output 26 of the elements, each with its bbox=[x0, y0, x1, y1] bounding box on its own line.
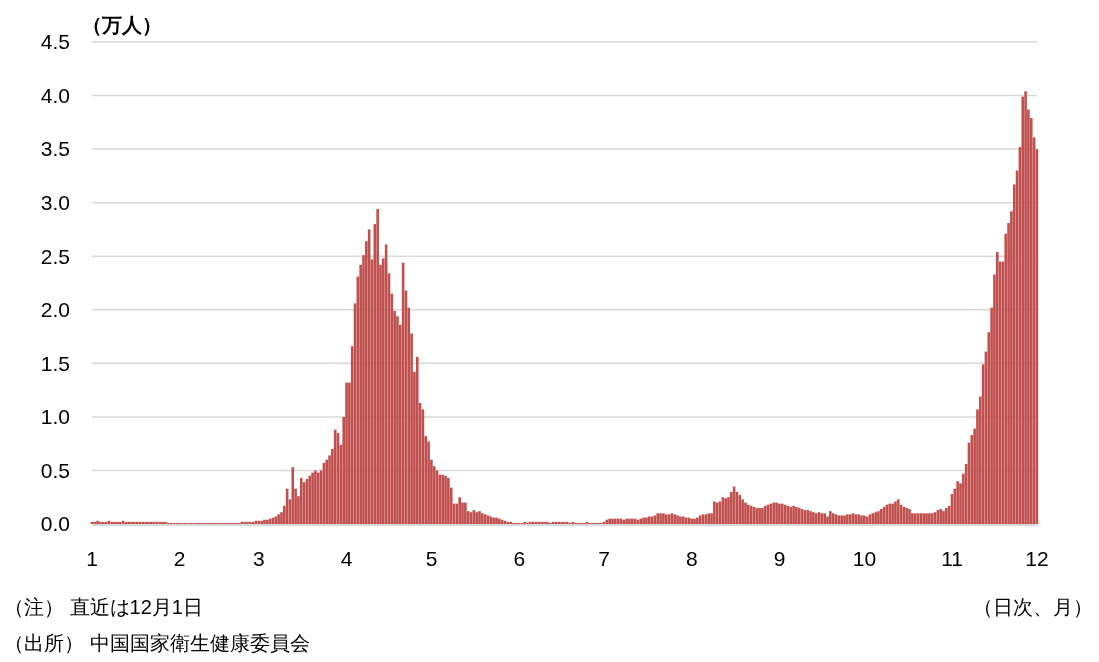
y-tick-label: 3.0 bbox=[40, 191, 70, 215]
x-axis-title: （日次、月） bbox=[973, 596, 1093, 618]
x-tick-label: 4 bbox=[340, 547, 353, 570]
x-tick-label: 3 bbox=[253, 547, 265, 570]
y-tick-label: 4.0 bbox=[40, 83, 70, 107]
y-tick-label: 4.5 bbox=[40, 30, 70, 54]
text: （注） 直近は12月1日 bbox=[4, 596, 203, 618]
y-tick-label: 2.0 bbox=[40, 298, 70, 322]
y-tick-label: 0.0 bbox=[40, 512, 70, 536]
y-tick-label: 1.0 bbox=[40, 405, 70, 429]
x-tick-label: 11 bbox=[941, 547, 964, 570]
x-tick-label: 9 bbox=[773, 547, 786, 570]
y-axis-title: （万人） bbox=[82, 14, 162, 36]
y-tick-label: 1.5 bbox=[40, 351, 70, 375]
text: （出所） 中国国家衛生健康委員会 bbox=[4, 632, 310, 654]
x-tick-label: 8 bbox=[685, 547, 698, 570]
x-tick-label: 7 bbox=[598, 547, 610, 570]
x-tick-label: 6 bbox=[513, 547, 526, 570]
x-tick-label: 5 bbox=[425, 547, 438, 570]
y-tick-label: 3.5 bbox=[40, 137, 70, 161]
y-tick-label: 0.5 bbox=[40, 458, 70, 482]
x-tick-label: 2 bbox=[173, 547, 186, 570]
x-tick-label: 10 bbox=[852, 547, 877, 570]
y-tick-label: 2.5 bbox=[40, 244, 70, 268]
x-tick-label: 12 bbox=[1025, 547, 1049, 570]
x-tick-label: 1 bbox=[86, 547, 98, 570]
